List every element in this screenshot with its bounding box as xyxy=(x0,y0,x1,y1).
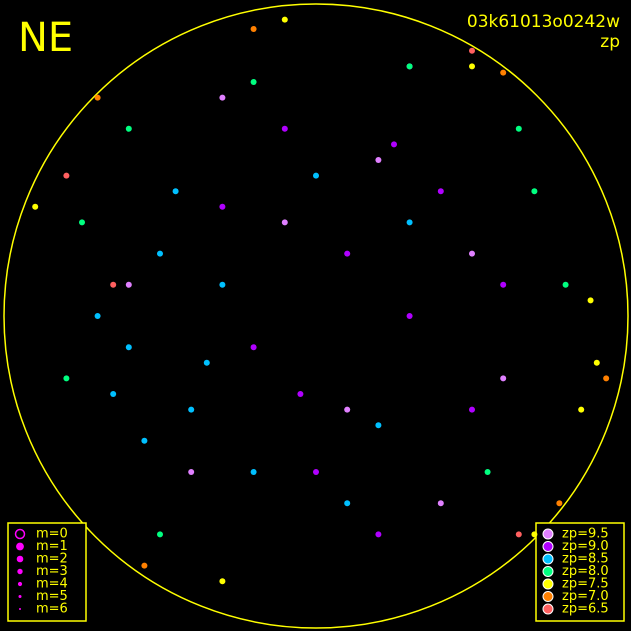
magnitude-legend-marker xyxy=(16,555,24,563)
star-point xyxy=(500,69,507,76)
zp-legend-marker xyxy=(542,578,554,590)
zp-legend-marker xyxy=(542,528,554,540)
star-point xyxy=(188,406,195,413)
star-point xyxy=(313,172,319,179)
star-point xyxy=(500,375,507,382)
zp-legend-marker xyxy=(542,541,554,552)
zp-legend-label: zp=9.5 xyxy=(562,527,609,542)
subtitle: zp xyxy=(600,32,620,52)
magnitude-legend-label: m=6 xyxy=(36,602,68,617)
star-point xyxy=(110,391,117,397)
star-point xyxy=(250,344,257,351)
star-point xyxy=(391,141,397,148)
star-point xyxy=(313,469,319,475)
star-point xyxy=(125,281,132,288)
zp-legend-marker xyxy=(542,591,554,602)
magnitude-legend-marker xyxy=(19,608,21,610)
image-id: 03k61013o0242w xyxy=(467,12,620,32)
star-point xyxy=(79,219,85,226)
star-point xyxy=(406,63,413,70)
star-point xyxy=(531,188,538,195)
star-point xyxy=(437,500,444,507)
star-point xyxy=(219,578,226,585)
horizon-circle xyxy=(3,3,629,629)
star-point xyxy=(469,406,475,413)
star-point xyxy=(63,375,70,382)
star-point xyxy=(125,125,132,132)
star-point xyxy=(281,16,288,23)
star-point xyxy=(469,250,475,257)
star-point xyxy=(63,172,70,179)
zp-legend-label: zp=7.5 xyxy=(562,577,609,592)
magnitude-legend-marker xyxy=(18,595,22,598)
magnitude-legend-label: m=3 xyxy=(36,564,68,579)
star-point xyxy=(250,25,257,32)
star-point xyxy=(188,469,195,475)
star-point xyxy=(32,203,39,210)
magnitude-legend-label: m=2 xyxy=(36,552,68,567)
chart-title: NE xyxy=(18,15,73,61)
magnitude-legend-label: m=1 xyxy=(36,539,68,554)
star-point xyxy=(578,406,585,413)
star-point xyxy=(469,47,475,54)
star-point xyxy=(281,219,288,226)
star-point xyxy=(219,281,226,288)
star-point xyxy=(531,531,538,538)
star-point xyxy=(94,94,101,101)
star-point xyxy=(94,313,101,319)
zp-legend-label: zp=6.5 xyxy=(562,602,609,617)
star-point xyxy=(281,125,288,132)
magnitude-legend-label: m=0 xyxy=(36,527,68,542)
star-point xyxy=(141,437,148,444)
star-point xyxy=(157,531,163,538)
star-point xyxy=(562,281,569,288)
magnitude-legend-marker xyxy=(17,581,23,587)
zp-legend-label: zp=8.5 xyxy=(562,552,609,567)
star-point xyxy=(375,531,382,538)
star-point xyxy=(603,375,610,382)
star-point xyxy=(219,94,226,101)
star-point xyxy=(515,531,522,538)
magnitude-legend-label: m=5 xyxy=(36,589,68,604)
zp-legend-marker xyxy=(542,603,554,615)
star-point xyxy=(110,281,117,288)
zp-legend-label: zp=7.0 xyxy=(562,589,609,604)
star-point xyxy=(250,469,257,475)
star-point xyxy=(587,297,594,304)
zp-legend-label: zp=8.0 xyxy=(562,564,609,579)
star-point xyxy=(250,79,257,85)
star-point xyxy=(375,157,382,163)
magnitude-legend-marker xyxy=(14,528,26,540)
star-point xyxy=(125,344,132,351)
star-point xyxy=(375,422,382,429)
star-point xyxy=(344,406,351,413)
star-point xyxy=(593,359,600,366)
star-point xyxy=(406,313,413,319)
star-point xyxy=(219,203,226,210)
star-point xyxy=(406,219,413,226)
star-point xyxy=(500,281,507,288)
star-point xyxy=(469,63,475,70)
star-point xyxy=(556,500,563,507)
zp-legend-marker xyxy=(542,566,554,577)
star-point xyxy=(297,391,304,397)
star-point xyxy=(203,359,210,366)
star-point xyxy=(172,188,179,195)
zp-legend-marker xyxy=(542,553,554,565)
star-point xyxy=(141,562,148,569)
star-point xyxy=(484,469,491,475)
magnitude-legend-marker xyxy=(17,568,23,575)
star-point xyxy=(515,125,522,132)
star-point xyxy=(157,250,163,257)
magnitude-legend-marker xyxy=(16,542,24,551)
star-point xyxy=(344,250,351,257)
star-point xyxy=(437,188,444,195)
zp-legend-label: zp=9.0 xyxy=(562,539,609,554)
star-point xyxy=(344,500,351,507)
magnitude-legend-label: m=4 xyxy=(36,577,68,592)
